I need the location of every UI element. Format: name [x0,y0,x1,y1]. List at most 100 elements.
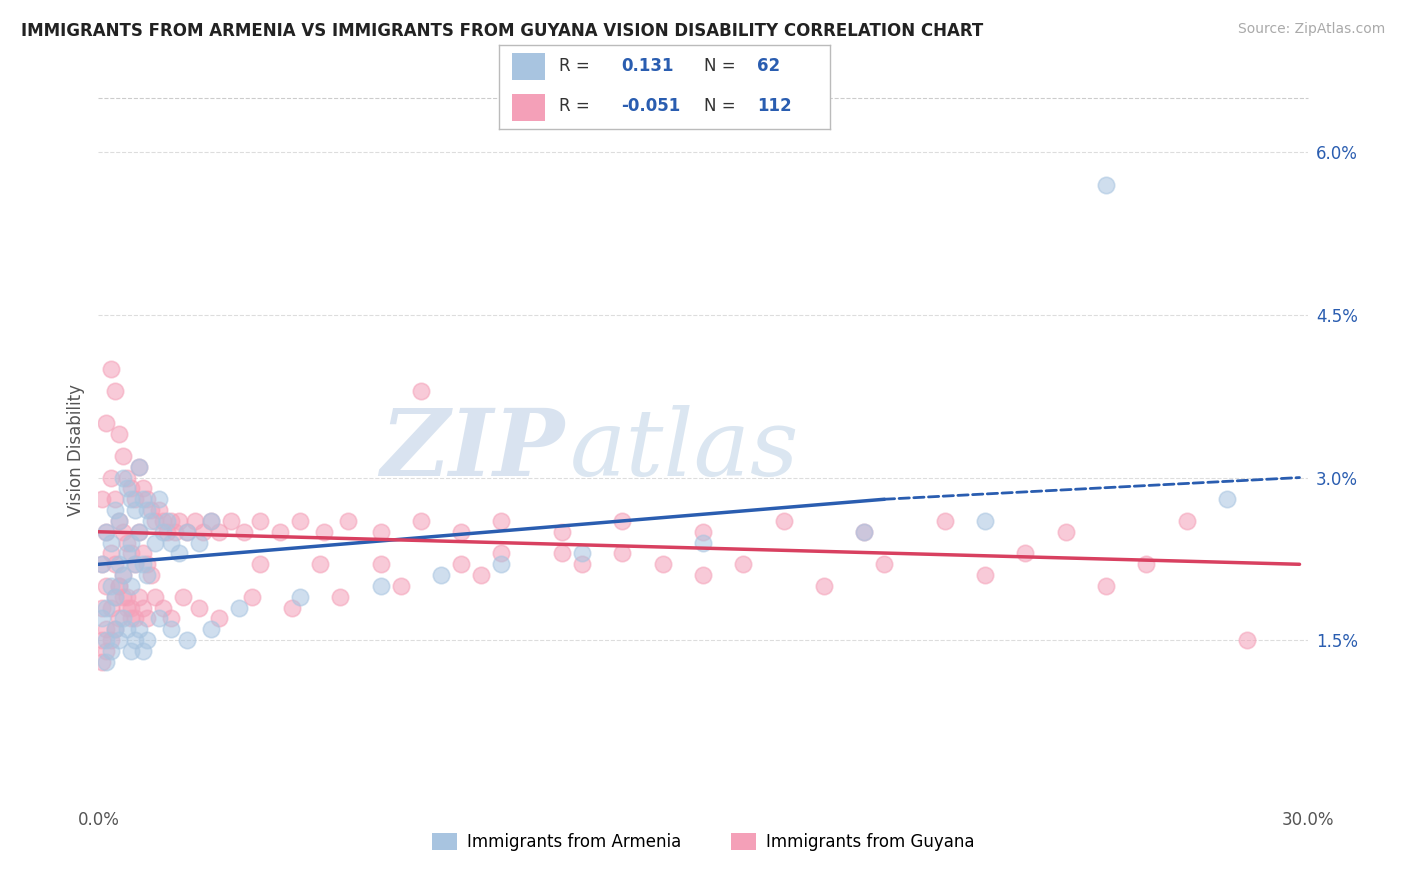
Point [115,600,138,615]
Point [91,633,114,648]
Point [103,384,125,398]
Point [103,503,125,517]
Point [409,384,432,398]
Point [1095,178,1118,192]
Point [124,633,146,648]
Point [612,546,634,560]
Point [103,558,125,572]
Point [208,524,231,539]
Point [96,644,118,658]
Point [337,514,360,528]
Point [107,558,129,572]
Point [1054,524,1077,539]
Text: -0.051: -0.051 [621,97,681,115]
Point [240,590,263,604]
Point [1236,633,1258,648]
Point [115,623,138,637]
Text: R =: R = [558,57,589,75]
Point [176,524,198,539]
Point [430,568,453,582]
Point [143,535,166,549]
Point [120,644,142,658]
Point [571,558,593,572]
Point [409,514,432,528]
Point [152,514,174,528]
Point [934,514,956,528]
Point [135,492,157,507]
Point [128,459,150,474]
Point [1135,558,1157,572]
Point [152,600,174,615]
Point [551,546,574,560]
Point [167,546,190,560]
Text: ZIP: ZIP [380,406,564,495]
Point [91,558,114,572]
Point [124,503,146,517]
Point [135,633,157,648]
Legend: Immigrants from Armenia, Immigrants from Guyana: Immigrants from Armenia, Immigrants from… [425,826,981,858]
Point [1175,514,1198,528]
Point [124,558,146,572]
Point [692,568,714,582]
Point [184,514,207,528]
Point [288,590,311,604]
Point [111,524,134,539]
Point [450,558,472,572]
Bar [512,54,546,80]
Point [974,514,997,528]
Point [107,611,129,625]
Point [135,558,157,572]
Point [124,611,146,625]
Point [571,546,593,560]
Point [96,623,118,637]
Point [111,449,134,463]
Point [103,590,125,604]
Point [120,611,142,625]
Point [100,633,122,648]
Point [115,546,138,560]
Point [96,633,118,648]
Point [551,524,574,539]
Point [132,600,155,615]
Point [370,558,392,572]
Point [96,579,118,593]
Point [91,492,114,507]
Point [143,590,166,604]
Point [96,524,118,539]
Point [176,524,198,539]
Point [135,568,157,582]
Point [1095,579,1118,593]
Point [100,535,122,549]
Point [107,633,129,648]
Point [132,482,155,496]
Point [120,546,142,560]
Point [612,514,634,528]
Point [135,611,157,625]
Point [491,514,513,528]
Text: 62: 62 [756,57,780,75]
Point [309,558,332,572]
Point [148,611,170,625]
Point [176,633,198,648]
Point [491,558,513,572]
Point [148,492,170,507]
Point [188,600,211,615]
Point [269,524,291,539]
Point [111,568,134,582]
Point [208,611,231,625]
Point [107,579,129,593]
Bar [512,94,546,120]
Y-axis label: Vision Disability: Vision Disability [66,384,84,516]
Point [470,568,492,582]
Point [143,514,166,528]
Point [91,558,114,572]
Point [370,579,392,593]
Text: 112: 112 [756,97,792,115]
Point [115,590,138,604]
Point [124,558,146,572]
Point [96,600,118,615]
Point [160,514,183,528]
Point [111,611,134,625]
Point [692,535,714,549]
Text: atlas: atlas [569,406,800,495]
